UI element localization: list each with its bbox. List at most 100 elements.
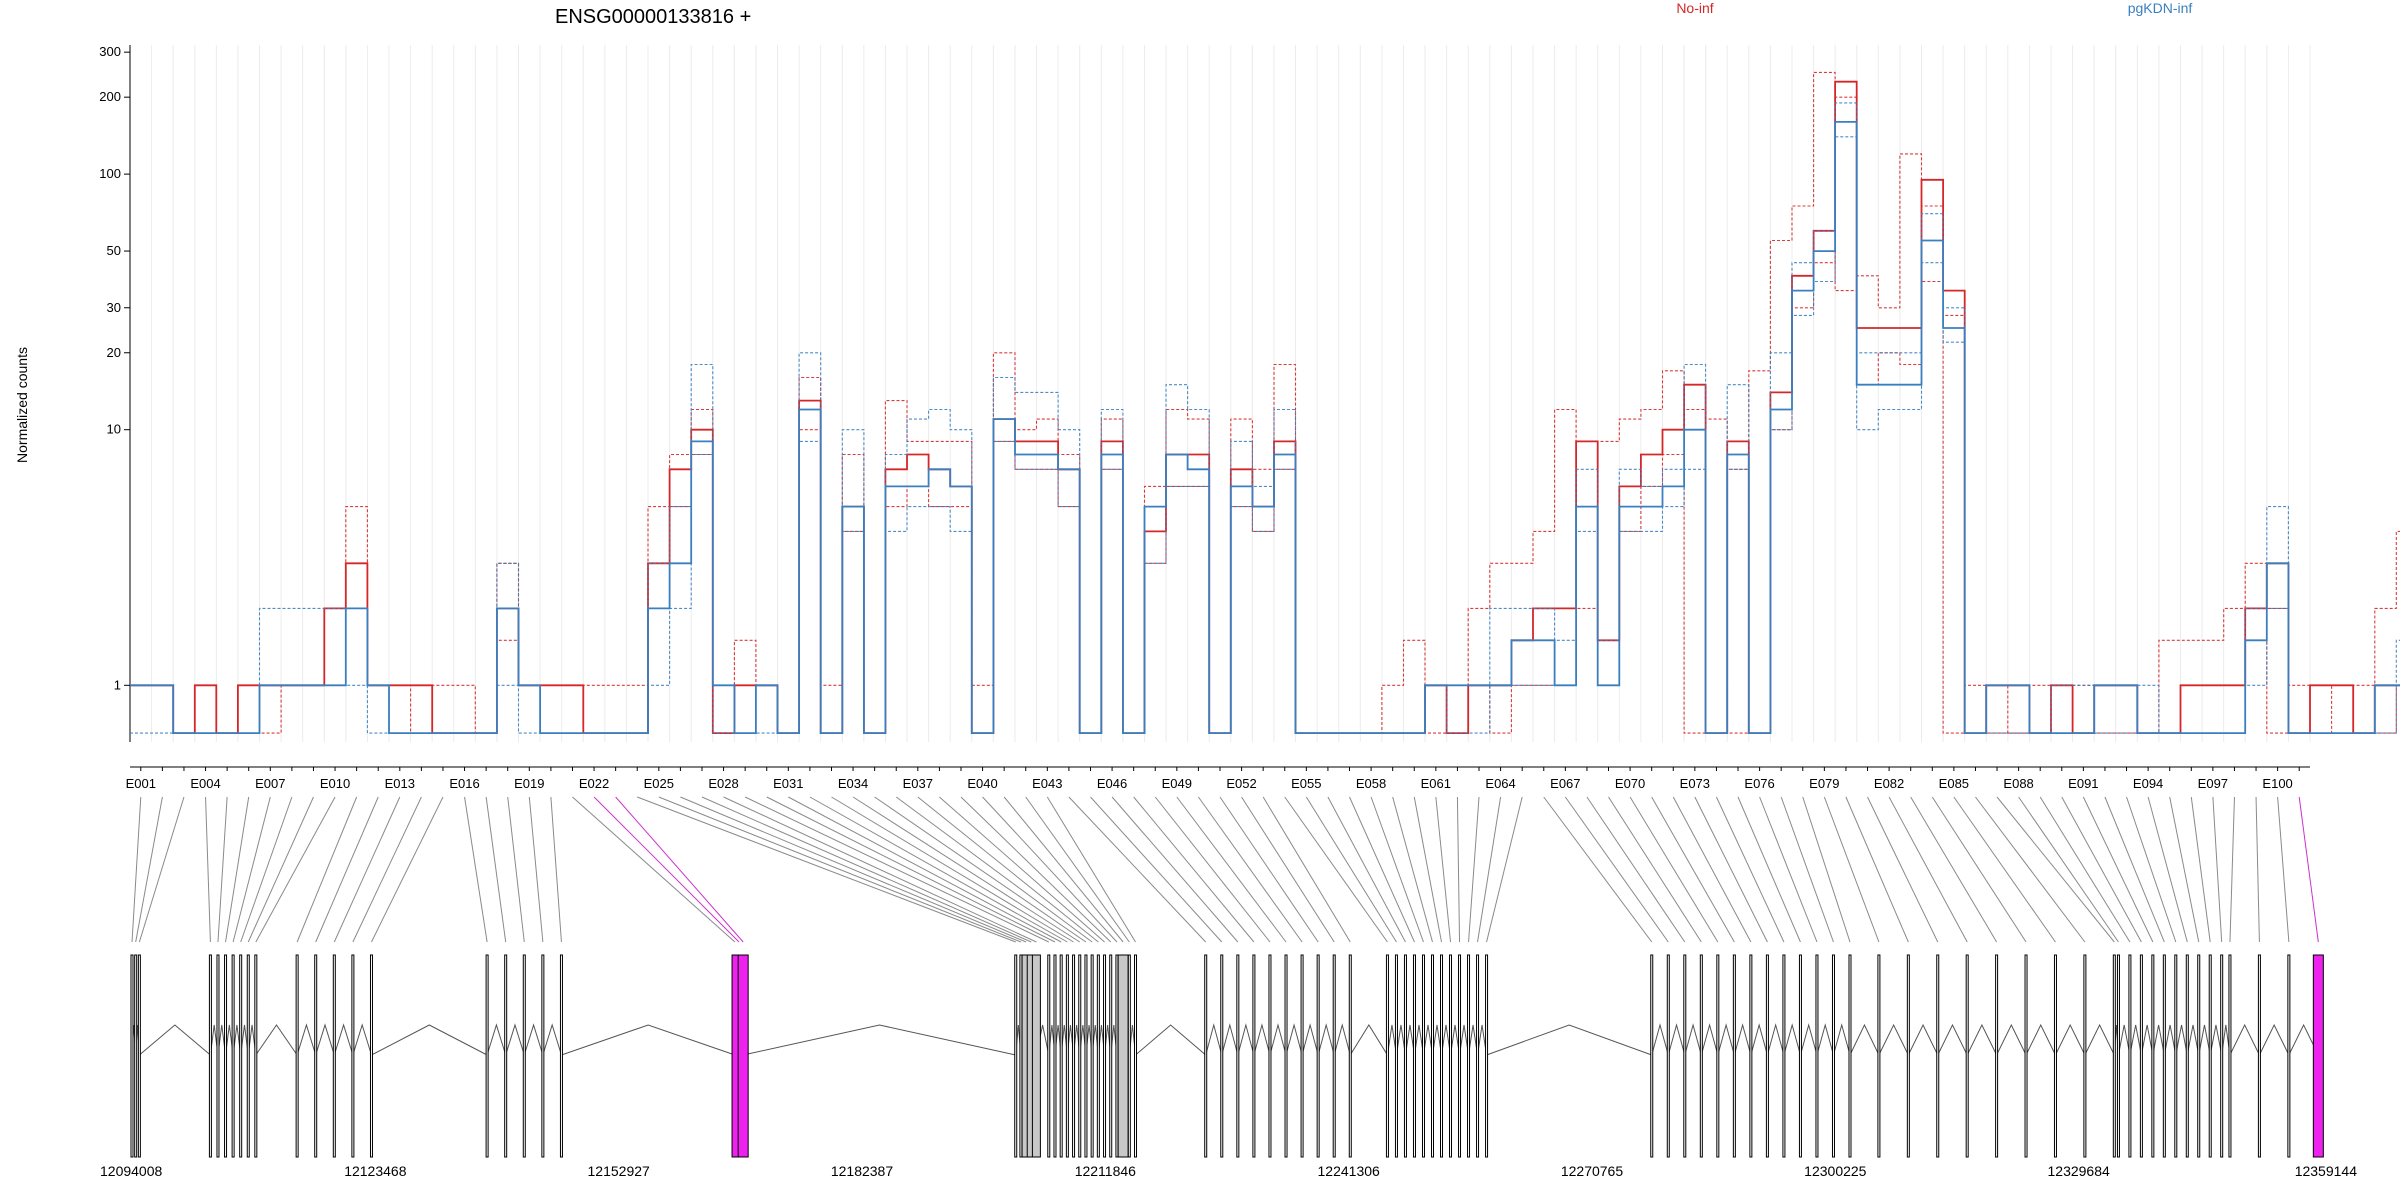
exon-box	[737, 954, 749, 1158]
exon-label: E007	[255, 776, 285, 791]
exon-box	[1078, 954, 1082, 1158]
intron-line	[542, 1023, 562, 1056]
intron-line	[1468, 1024, 1479, 1056]
exon-label: E094	[2133, 776, 2163, 791]
exon-box	[1348, 954, 1352, 1158]
exon-label: E082	[1874, 776, 1904, 791]
y-tick-label: 300	[99, 44, 121, 59]
exon-box	[1749, 954, 1753, 1158]
genomic-tick-label: 12241306	[1318, 1163, 1381, 1179]
exon-box	[224, 954, 228, 1158]
connector-line	[315, 796, 379, 943]
connector-line	[852, 796, 1081, 943]
exon-box	[2197, 954, 2201, 1158]
intron-line	[2175, 1024, 2188, 1056]
exon-box	[369, 954, 373, 1158]
intron-line	[2209, 1024, 2223, 1056]
exon-connector-lines	[131, 796, 2319, 943]
exon-box	[1765, 954, 1769, 1158]
grid-lines	[129, 45, 2311, 742]
exon-box	[1134, 954, 1138, 1158]
genomic-tick-label: 12182387	[831, 1163, 894, 1179]
connector-line	[2104, 796, 2165, 943]
connector-line	[680, 796, 1027, 943]
connector-line	[296, 796, 358, 943]
connector-line	[1802, 796, 1851, 943]
exon-label: E076	[1744, 776, 1774, 791]
connector-line	[1435, 796, 1452, 943]
intron-line	[1221, 1023, 1239, 1056]
intron-line	[1205, 1023, 1223, 1056]
exon-box	[2083, 954, 2087, 1158]
exon-label: E010	[320, 776, 350, 791]
intron-line	[1907, 1023, 1939, 1056]
intron-line	[1432, 1024, 1442, 1056]
exon-label: E037	[903, 776, 933, 791]
y-tick-label: 1	[114, 677, 121, 692]
series-line-4	[130, 102, 2400, 734]
exon-box	[1316, 954, 1320, 1158]
exon-box	[1096, 954, 1100, 1158]
connector-line	[2255, 796, 2260, 943]
exon-box	[1440, 954, 1444, 1158]
exon-label: E070	[1615, 776, 1645, 791]
intron-line	[2117, 1024, 2131, 1056]
connector-line	[371, 796, 444, 943]
exon-box	[1995, 954, 1999, 1158]
exon-box	[1848, 954, 1852, 1158]
connector-line	[1003, 796, 1124, 943]
intron-line	[1253, 1023, 1271, 1056]
exon-box	[1412, 954, 1416, 1158]
intron-line	[1667, 1023, 1686, 1056]
intron-line	[2140, 1024, 2154, 1056]
intron-line	[505, 1023, 525, 1056]
connector-line	[1241, 796, 1335, 943]
series-line-0	[130, 80, 2400, 734]
exon-box	[130, 954, 134, 1158]
exon-box	[1047, 954, 1051, 1158]
exon-box	[1072, 954, 1076, 1158]
intron-line	[1832, 1023, 1851, 1056]
exon-box	[1831, 954, 1835, 1158]
connector-line	[1349, 796, 1415, 943]
intron-line	[2186, 1024, 2200, 1056]
genomic-tick-label: 12094008	[100, 1163, 163, 1179]
exon-label: E100	[2262, 776, 2292, 791]
connector-line	[1629, 796, 1719, 943]
connector-line	[1931, 796, 2027, 943]
intron-line	[1395, 1024, 1406, 1056]
exon-label: E046	[1097, 776, 1127, 791]
connector-line	[744, 796, 1049, 943]
series-line-3	[130, 121, 2400, 734]
intron-line	[1783, 1023, 1801, 1056]
connector-line	[1327, 796, 1406, 943]
exon-box	[1449, 954, 1453, 1158]
connector-line	[1176, 796, 1287, 943]
y-tick-label: 50	[107, 243, 121, 258]
gene-model	[130, 954, 2324, 1158]
intron-line	[1849, 1023, 1880, 1056]
connector-line	[701, 796, 1032, 943]
exon-box	[541, 954, 545, 1158]
exon-box	[1650, 954, 1654, 1158]
y-tick-label: 10	[107, 422, 121, 437]
exon-box	[1815, 954, 1819, 1158]
exon-box	[2128, 954, 2132, 1158]
exon-box	[2139, 954, 2143, 1158]
genomic-tick-label: 12270765	[1561, 1163, 1624, 1179]
connector-line	[1608, 796, 1702, 943]
exon-label: E019	[514, 776, 544, 791]
exon-box	[1065, 954, 1069, 1158]
exon-box	[2185, 954, 2189, 1158]
exon-box	[1109, 954, 1113, 1158]
intron-line	[2258, 1023, 2290, 1056]
connector-line	[2169, 796, 2200, 943]
connector-line	[507, 796, 525, 943]
intron-line	[1816, 1023, 1834, 1056]
connector-line	[1737, 796, 1801, 943]
exon-box	[1798, 954, 1802, 1158]
connector-line	[225, 796, 250, 943]
exon-box	[1476, 954, 1480, 1158]
exon-label: E058	[1356, 776, 1386, 791]
connector-line	[874, 796, 1087, 943]
